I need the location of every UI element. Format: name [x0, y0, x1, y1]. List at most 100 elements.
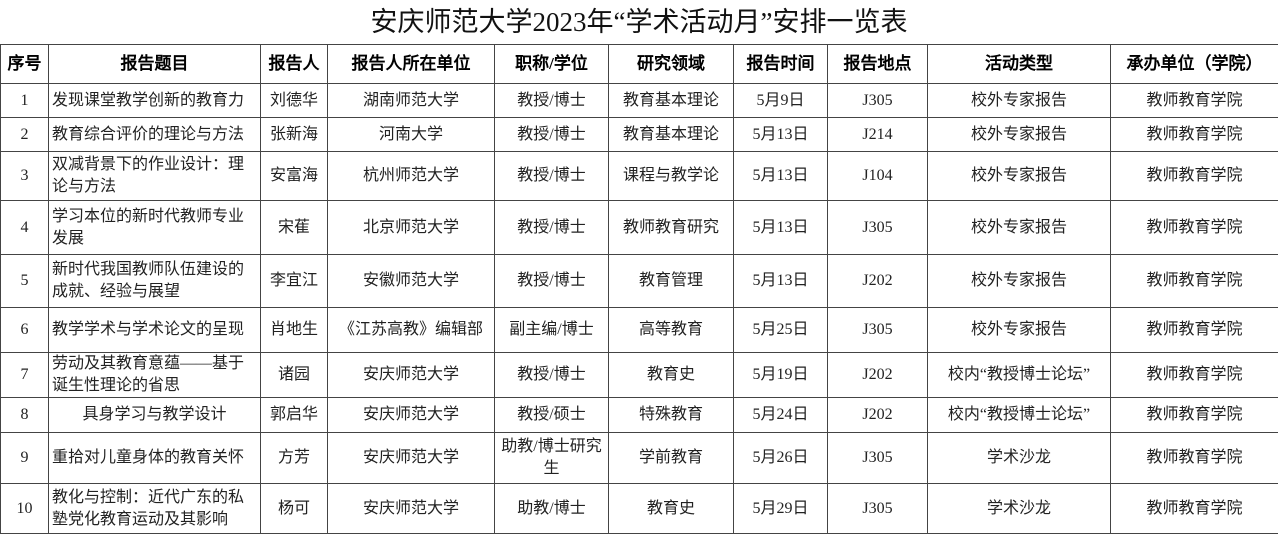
- cell-index[interactable]: 5: [1, 255, 49, 308]
- cell-date[interactable]: 5月26日: [734, 433, 828, 484]
- cell-affiliation[interactable]: 安庆师范大学: [328, 484, 495, 534]
- cell-date[interactable]: 5月13日: [734, 152, 828, 201]
- cell-date[interactable]: 5月9日: [734, 84, 828, 118]
- cell-topic[interactable]: 教育综合评价的理论与方法: [49, 118, 261, 152]
- cell-date[interactable]: 5月24日: [734, 398, 828, 433]
- cell-index[interactable]: 6: [1, 308, 49, 353]
- cell-field[interactable]: 高等教育: [609, 308, 734, 353]
- cell-field[interactable]: 教师教育研究: [609, 201, 734, 255]
- cell-field[interactable]: 教育史: [609, 353, 734, 398]
- cell-affiliation[interactable]: 安庆师范大学: [328, 433, 495, 484]
- cell-speaker[interactable]: 刘德华: [261, 84, 328, 118]
- cell-venue[interactable]: J305: [828, 308, 928, 353]
- cell-topic[interactable]: 劳动及其教育意蕴——基于诞生性理论的省思: [49, 353, 261, 398]
- cell-host[interactable]: 教师教育学院: [1111, 118, 1278, 152]
- cell-topic[interactable]: 重拾对儿童身体的教育关怀: [49, 433, 261, 484]
- cell-activity-type[interactable]: 校外专家报告: [928, 118, 1111, 152]
- cell-title-degree[interactable]: 助教/博士研究生: [495, 433, 609, 484]
- cell-index[interactable]: 2: [1, 118, 49, 152]
- cell-field[interactable]: 教育基本理论: [609, 118, 734, 152]
- cell-host[interactable]: 教师教育学院: [1111, 398, 1278, 433]
- cell-activity-type[interactable]: 校外专家报告: [928, 201, 1111, 255]
- cell-speaker[interactable]: 肖地生: [261, 308, 328, 353]
- cell-host[interactable]: 教师教育学院: [1111, 484, 1278, 534]
- cell-index[interactable]: 9: [1, 433, 49, 484]
- cell-affiliation[interactable]: 《江苏高教》编辑部: [328, 308, 495, 353]
- cell-index[interactable]: 8: [1, 398, 49, 433]
- cell-activity-type[interactable]: 校外专家报告: [928, 84, 1111, 118]
- cell-affiliation[interactable]: 杭州师范大学: [328, 152, 495, 201]
- cell-topic[interactable]: 教学学术与学术论文的呈现: [49, 308, 261, 353]
- cell-activity-type[interactable]: 校外专家报告: [928, 152, 1111, 201]
- cell-date[interactable]: 5月25日: [734, 308, 828, 353]
- cell-field[interactable]: 教育史: [609, 484, 734, 534]
- cell-topic[interactable]: 发现课堂教学创新的教育力: [49, 84, 261, 118]
- cell-field[interactable]: 教育管理: [609, 255, 734, 308]
- cell-activity-type[interactable]: 校内“教授博士论坛”: [928, 398, 1111, 433]
- cell-venue[interactable]: J202: [828, 353, 928, 398]
- cell-venue[interactable]: J305: [828, 433, 928, 484]
- cell-host[interactable]: 教师教育学院: [1111, 84, 1278, 118]
- cell-title-degree[interactable]: 教授/博士: [495, 84, 609, 118]
- cell-speaker[interactable]: 杨可: [261, 484, 328, 534]
- cell-affiliation[interactable]: 安庆师范大学: [328, 353, 495, 398]
- cell-speaker[interactable]: 张新海: [261, 118, 328, 152]
- cell-speaker[interactable]: 郭启华: [261, 398, 328, 433]
- cell-activity-type[interactable]: 校内“教授博士论坛”: [928, 353, 1111, 398]
- cell-speaker[interactable]: 诸园: [261, 353, 328, 398]
- cell-title-degree[interactable]: 教授/硕士: [495, 398, 609, 433]
- cell-title-degree[interactable]: 副主编/博士: [495, 308, 609, 353]
- cell-host[interactable]: 教师教育学院: [1111, 201, 1278, 255]
- cell-activity-type[interactable]: 学术沙龙: [928, 484, 1111, 534]
- cell-topic[interactable]: 教化与控制：近代广东的私塾党化教育运动及其影响: [49, 484, 261, 534]
- cell-topic[interactable]: 新时代我国教师队伍建设的成就、经验与展望: [49, 255, 261, 308]
- cell-index[interactable]: 7: [1, 353, 49, 398]
- cell-field[interactable]: 特殊教育: [609, 398, 734, 433]
- cell-field[interactable]: 教育基本理论: [609, 84, 734, 118]
- cell-index[interactable]: 10: [1, 484, 49, 534]
- cell-title-degree[interactable]: 教授/博士: [495, 201, 609, 255]
- cell-index[interactable]: 4: [1, 201, 49, 255]
- cell-venue[interactable]: J202: [828, 398, 928, 433]
- cell-affiliation[interactable]: 湖南师范大学: [328, 84, 495, 118]
- cell-speaker[interactable]: 李宜江: [261, 255, 328, 308]
- cell-venue[interactable]: J214: [828, 118, 928, 152]
- cell-activity-type[interactable]: 学术沙龙: [928, 433, 1111, 484]
- cell-host[interactable]: 教师教育学院: [1111, 308, 1278, 353]
- cell-title-degree[interactable]: 教授/博士: [495, 152, 609, 201]
- cell-host[interactable]: 教师教育学院: [1111, 255, 1278, 308]
- cell-host[interactable]: 教师教育学院: [1111, 433, 1278, 484]
- cell-topic[interactable]: 双减背景下的作业设计：理论与方法: [49, 152, 261, 201]
- cell-title-degree[interactable]: 教授/博士: [495, 353, 609, 398]
- cell-host[interactable]: 教师教育学院: [1111, 353, 1278, 398]
- cell-activity-type[interactable]: 校外专家报告: [928, 308, 1111, 353]
- cell-host[interactable]: 教师教育学院: [1111, 152, 1278, 201]
- cell-affiliation[interactable]: 安庆师范大学: [328, 398, 495, 433]
- cell-activity-type[interactable]: 校外专家报告: [928, 255, 1111, 308]
- cell-field[interactable]: 学前教育: [609, 433, 734, 484]
- cell-date[interactable]: 5月13日: [734, 201, 828, 255]
- cell-date[interactable]: 5月29日: [734, 484, 828, 534]
- cell-field[interactable]: 课程与教学论: [609, 152, 734, 201]
- cell-topic[interactable]: 具身学习与教学设计: [49, 398, 261, 433]
- cell-index[interactable]: 3: [1, 152, 49, 201]
- cell-affiliation[interactable]: 安徽师范大学: [328, 255, 495, 308]
- cell-title-degree[interactable]: 教授/博士: [495, 118, 609, 152]
- cell-title-degree[interactable]: 教授/博士: [495, 255, 609, 308]
- cell-date[interactable]: 5月19日: [734, 353, 828, 398]
- cell-index[interactable]: 1: [1, 84, 49, 118]
- cell-venue[interactable]: J305: [828, 201, 928, 255]
- cell-topic[interactable]: 学习本位的新时代教师专业发展: [49, 201, 261, 255]
- cell-date[interactable]: 5月13日: [734, 118, 828, 152]
- cell-venue[interactable]: J104: [828, 152, 928, 201]
- cell-venue[interactable]: J305: [828, 484, 928, 534]
- cell-speaker[interactable]: 安富海: [261, 152, 328, 201]
- cell-date[interactable]: 5月13日: [734, 255, 828, 308]
- cell-venue[interactable]: J202: [828, 255, 928, 308]
- cell-affiliation[interactable]: 河南大学: [328, 118, 495, 152]
- cell-title-degree[interactable]: 助教/博士: [495, 484, 609, 534]
- cell-speaker[interactable]: 宋萑: [261, 201, 328, 255]
- cell-venue[interactable]: J305: [828, 84, 928, 118]
- cell-speaker[interactable]: 方芳: [261, 433, 328, 484]
- cell-affiliation[interactable]: 北京师范大学: [328, 201, 495, 255]
